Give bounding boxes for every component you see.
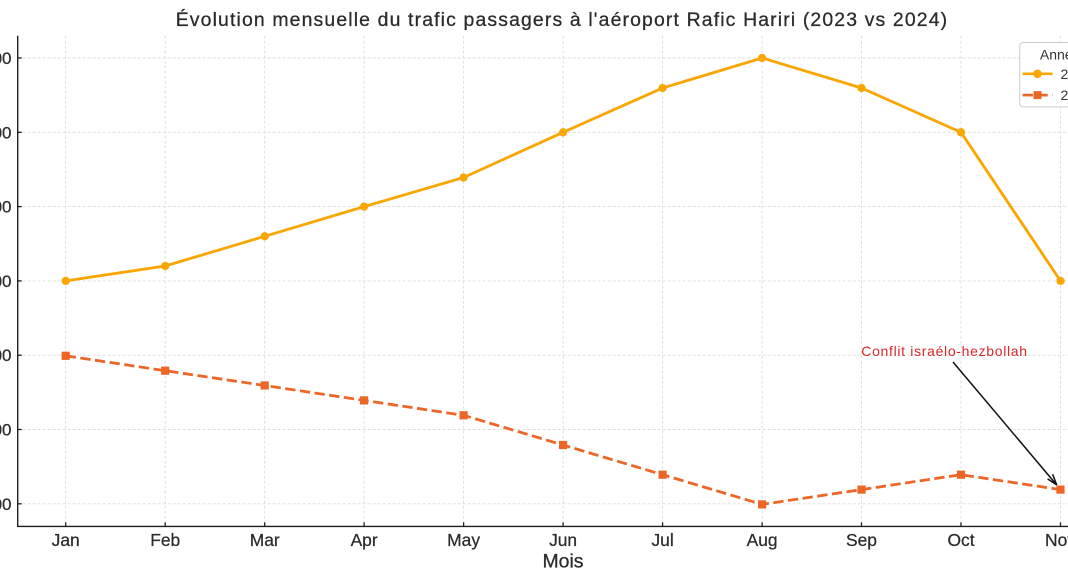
svg-text:2024: 2024 — [1061, 87, 1068, 103]
svg-text:00: 00 — [0, 272, 12, 291]
svg-text:Oct: Oct — [947, 530, 974, 550]
svg-text:00: 00 — [0, 346, 12, 365]
svg-text:2023: 2023 — [1061, 66, 1068, 82]
svg-text:Nov: Nov — [1045, 530, 1068, 550]
svg-text:Jan: Jan — [52, 530, 80, 550]
svg-text:Aug: Aug — [747, 530, 778, 550]
svg-text:Feb: Feb — [150, 530, 180, 550]
svg-text:Mar: Mar — [250, 530, 280, 550]
svg-text:00: 00 — [0, 495, 12, 514]
svg-text:Sep: Sep — [846, 530, 877, 550]
svg-text:00: 00 — [0, 49, 12, 68]
svg-text:00: 00 — [0, 421, 12, 440]
svg-text:00: 00 — [0, 198, 12, 217]
svg-text:Année: Année — [1040, 46, 1068, 62]
svg-text:Apr: Apr — [351, 530, 378, 550]
svg-text:Mois: Mois — [543, 551, 584, 573]
svg-text:00: 00 — [0, 123, 12, 142]
svg-text:May: May — [447, 530, 480, 550]
svg-text:Jul: Jul — [651, 530, 673, 550]
svg-text:Jun: Jun — [549, 530, 577, 550]
svg-text:Évolution mensuelle du trafic: Évolution mensuelle du trafic passagers … — [176, 8, 949, 31]
svg-text:Conflit israélo-hezbollah: Conflit israélo-hezbollah — [861, 343, 1027, 359]
